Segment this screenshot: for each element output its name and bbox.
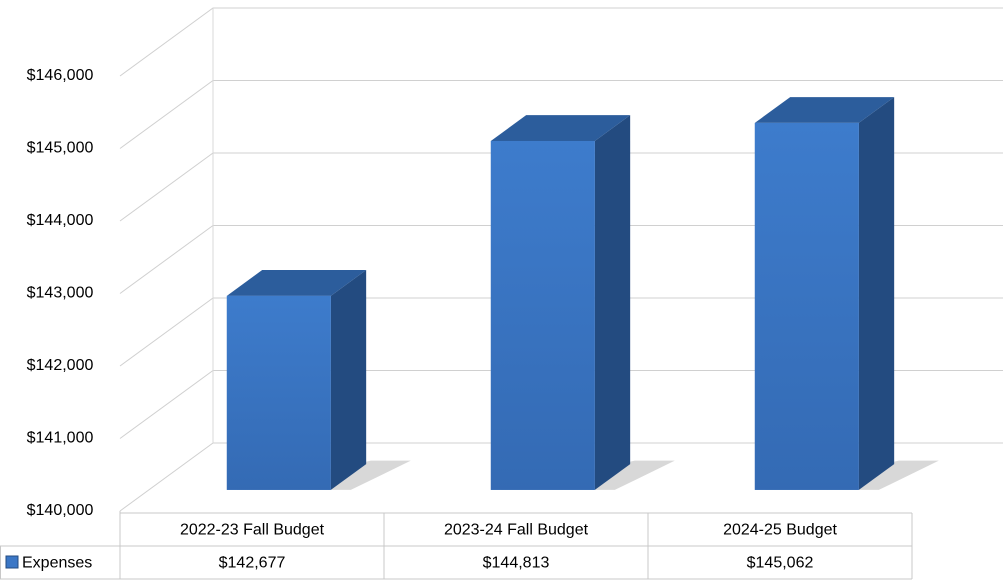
bar-gloss [490, 140, 595, 490]
data-label: $144,813 [483, 555, 550, 572]
bar-top [226, 269, 367, 296]
y-tick-label: $145,000 [27, 140, 94, 157]
y-tick-label: $140,000 [27, 502, 94, 519]
y-tick-label: $146,000 [27, 67, 94, 84]
bar-gloss [754, 122, 859, 490]
x-tick-label: 2024-25 Budget [723, 522, 837, 539]
bar-side [858, 97, 895, 490]
bar-top [754, 97, 895, 123]
legend-swatch [5, 555, 19, 569]
y-tick-label: $144,000 [27, 212, 94, 229]
legend-label: Expenses [22, 555, 92, 572]
bar-top [490, 115, 631, 141]
y-tick-label: $141,000 [27, 430, 94, 447]
y-tick-label: $143,000 [27, 285, 94, 302]
data-label: $142,677 [219, 555, 286, 572]
bar-side [330, 269, 367, 490]
bar-gloss [226, 295, 331, 490]
x-tick-label: 2022-23 Fall Budget [180, 522, 325, 539]
bar-side [594, 115, 631, 490]
y-tick-label: $142,000 [27, 357, 94, 374]
data-label: $145,062 [747, 555, 814, 572]
x-tick-label: 2023-24 Fall Budget [444, 522, 589, 539]
grid-line [119, 7, 1003, 77]
